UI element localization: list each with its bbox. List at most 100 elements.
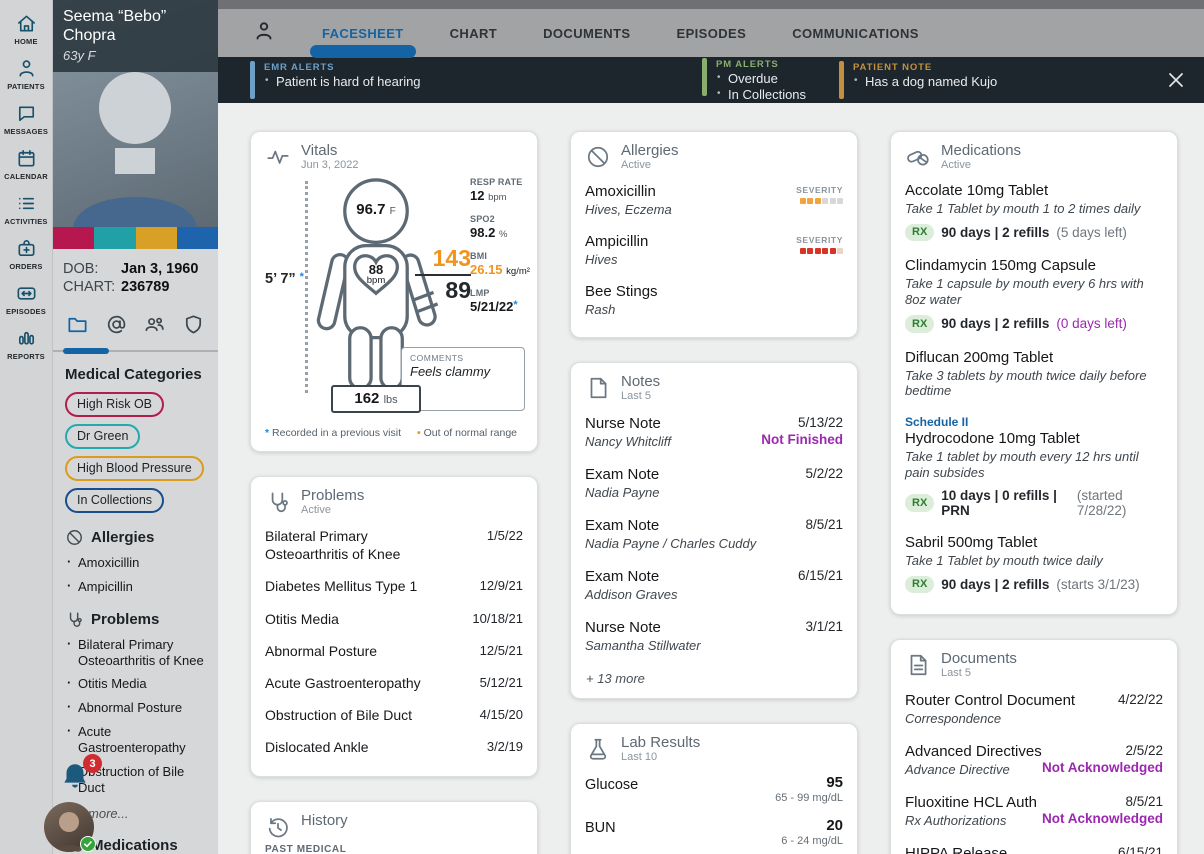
allergy-row[interactable]: Ampicillin Hives SEVERITY bbox=[585, 233, 843, 267]
problem-row[interactable]: Abnormal Posture 12/5/21 bbox=[265, 642, 523, 659]
chart-number: 236789 bbox=[121, 279, 170, 295]
allergy-row[interactable]: Amoxicillin Hives, Eczema SEVERITY bbox=[585, 183, 843, 217]
list-item[interactable]: Abnormal Posture bbox=[65, 699, 206, 716]
rail-item-calendar[interactable]: CALENDAR bbox=[0, 142, 52, 187]
panel-tab-contact[interactable] bbox=[105, 313, 128, 341]
category-chip-dr-green[interactable]: Dr Green bbox=[65, 424, 141, 449]
note-row[interactable]: Exam Note Nadia Payne / Charles Cuddy 8/5… bbox=[585, 516, 843, 551]
note-status: Not Finished bbox=[761, 431, 843, 447]
online-check-icon bbox=[80, 836, 96, 852]
alert-item: Overdue bbox=[716, 71, 806, 87]
problem-row[interactable]: Obstruction of Bile Duct 4/15/20 bbox=[265, 707, 523, 724]
color-bar-segment bbox=[94, 227, 136, 249]
notes-more-link[interactable]: + 13 more bbox=[586, 671, 645, 686]
card-subtitle: Last 5 bbox=[941, 667, 971, 680]
list-item[interactable]: Amoxicillin bbox=[65, 554, 206, 571]
category-color-bar bbox=[53, 227, 218, 249]
main-column: FACESHEET CHART DOCUMENTS EPISODES COMMU… bbox=[218, 0, 1204, 854]
list-item[interactable]: Otitis Media bbox=[65, 675, 206, 692]
tab-documents[interactable]: DOCUMENTS bbox=[543, 26, 630, 41]
category-chip-in-collections[interactable]: In Collections bbox=[65, 488, 165, 513]
tab-label: DOCUMENTS bbox=[543, 25, 631, 41]
patient-portrait bbox=[73, 72, 197, 227]
vitals-comments-box: COMMENTS Feels clammy bbox=[401, 347, 525, 411]
document-row[interactable]: Fluoxitine HCL Auth Rx Authorizations 8/5… bbox=[905, 793, 1163, 828]
note-row[interactable]: Nurse Note Nancy Whitcliff 5/13/22 Not Fin… bbox=[585, 414, 843, 449]
patient-name-overlay: Seema “Bebo” Chopra 63y F bbox=[53, 0, 218, 72]
patient-identifiers: DOB: Jan 3, 1960 CHART: 236789 bbox=[53, 249, 218, 303]
panel-tab-summary[interactable] bbox=[66, 313, 89, 341]
card-title: Documents bbox=[941, 650, 1017, 668]
blood-pressure-value: 143 89 bbox=[415, 245, 471, 304]
note-row[interactable]: Nurse Note Samantha Stillwater 3/1/21 bbox=[585, 618, 843, 653]
rail-item-patients[interactable]: PATIENTS bbox=[0, 52, 52, 97]
pm-alerts-label: PM ALERTS bbox=[716, 58, 779, 70]
panel-tab-contacts[interactable] bbox=[143, 313, 166, 341]
rx-badge: RX bbox=[905, 494, 935, 512]
bar-chart-icon bbox=[18, 331, 34, 345]
rail-item-orders[interactable]: ORDERS bbox=[0, 232, 52, 277]
notifications-bell[interactable]: 3 bbox=[58, 754, 102, 796]
user-avatar[interactable] bbox=[44, 802, 96, 852]
medication-row[interactable]: Accolate 10mg Tablet Take 1 Tablet by mo… bbox=[905, 182, 1141, 242]
emr-alerts-group: EMR ALERTS Patient is hard of hearing bbox=[250, 61, 702, 99]
problem-row[interactable]: Diabetes Mellitus Type 1 12/9/21 bbox=[265, 578, 523, 595]
category-chip-high-risk-ob[interactable]: High Risk OB bbox=[65, 392, 165, 417]
severity-indicator: SEVERITY bbox=[796, 183, 843, 217]
top-navigation: FACESHEET CHART DOCUMENTS EPISODES COMMU… bbox=[218, 9, 1204, 58]
medication-row[interactable]: Schedule II Hydrocodone 10mg Tablet Take… bbox=[905, 408, 1163, 527]
panel-tab-insurance[interactable] bbox=[182, 313, 205, 341]
tab-facesheet[interactable]: FACESHEET bbox=[310, 26, 416, 58]
documents-icon bbox=[910, 655, 927, 676]
person-icon bbox=[18, 60, 34, 77]
category-chip-high-blood-pressure[interactable]: High Blood Pressure bbox=[65, 456, 204, 481]
list-item[interactable]: Acute Gastroenteropathy bbox=[65, 723, 206, 756]
note-row[interactable]: Exam Note Addison Graves 6/15/21 bbox=[585, 567, 843, 602]
alert-bar-close-button[interactable] bbox=[1164, 68, 1188, 92]
document-row[interactable]: Router Control Document Correspondence 4/… bbox=[905, 691, 1163, 726]
rail-item-activities[interactable]: ACTIVITIES bbox=[0, 187, 52, 232]
list-item[interactable]: Ampicillin bbox=[65, 578, 206, 595]
card-title: Vitals bbox=[301, 142, 338, 159]
tab-label: CHART bbox=[449, 25, 498, 41]
pills-icon bbox=[907, 150, 929, 166]
problem-row[interactable]: Otitis Media 10/18/21 bbox=[265, 610, 523, 627]
tab-chart[interactable]: CHART bbox=[450, 26, 498, 41]
message-icon bbox=[18, 106, 34, 122]
medications-card-header: Medications Active bbox=[905, 142, 1163, 171]
lab-row[interactable]: Glucose 95 65 - 99 mg/dL bbox=[585, 773, 843, 804]
notes-card-header: Notes Last 5 bbox=[585, 373, 843, 402]
nav-person-icon-wrap[interactable] bbox=[252, 19, 276, 48]
document-row[interactable]: HIPPA ReleaseMisc 6/15/21 bbox=[905, 844, 1163, 854]
tab-episodes[interactable]: EPISODES bbox=[677, 26, 747, 41]
alert-item: Patient is hard of hearing bbox=[264, 74, 421, 90]
rail-label: ORDERS bbox=[9, 262, 43, 271]
allergies-card-header: Allergies Active bbox=[585, 142, 843, 171]
note-row[interactable]: Exam Note Nadia Payne 5/2/22 bbox=[585, 465, 843, 500]
problem-row[interactable]: Dislocated Ankle 3/2/19 bbox=[265, 739, 523, 756]
list-item[interactable]: Bilateral Primary Osteoarthritis of Knee bbox=[65, 636, 206, 669]
medication-row[interactable]: Diflucan 200mg Tablet Take 3 tablets by … bbox=[905, 348, 1147, 399]
problem-row[interactable]: Acute Gastroenteropathy 5/12/21 bbox=[265, 674, 523, 691]
sidebar-allergies-header: Allergies bbox=[65, 528, 206, 547]
medication-row[interactable]: Clindamycin 150mg Capsule Take 1 capsule… bbox=[905, 257, 1144, 333]
color-bar-segment bbox=[176, 227, 218, 249]
document-row[interactable]: Advanced Directives Advance Directive 2/5… bbox=[905, 742, 1163, 777]
vitals-card: Vitals Jun 3, 2022 5’ 7” * bbox=[250, 131, 538, 452]
card-subtitle: Last 5 bbox=[621, 390, 651, 402]
rail-item-episodes[interactable]: EPISODES bbox=[0, 277, 52, 322]
legend-out-of-range: • Out of normal range bbox=[417, 427, 517, 439]
card-subtitle: Jun 3, 2022 bbox=[301, 159, 359, 171]
problem-row[interactable]: Bilateral Primary Osteoarthritis of Knee… bbox=[265, 528, 523, 563]
allergy-row[interactable]: Bee Stings Rash bbox=[585, 283, 658, 317]
medication-row[interactable]: Sabril 500mg Tablet Take 1 Tablet by mou… bbox=[905, 534, 1140, 594]
card-title: Problems bbox=[301, 487, 365, 504]
notification-count-badge: 3 bbox=[83, 754, 102, 773]
rail-item-home[interactable]: HOME bbox=[0, 7, 52, 52]
bp-systolic: 143 bbox=[432, 245, 471, 271]
lab-row[interactable]: BUN 20 6 - 24 mg/dL bbox=[585, 816, 843, 847]
rail-item-reports[interactable]: REPORTS bbox=[0, 322, 52, 367]
alert-color-bar bbox=[839, 61, 844, 99]
rail-item-messages[interactable]: MESSAGES bbox=[0, 97, 52, 142]
tab-communications[interactable]: COMMUNICATIONS bbox=[792, 26, 919, 41]
